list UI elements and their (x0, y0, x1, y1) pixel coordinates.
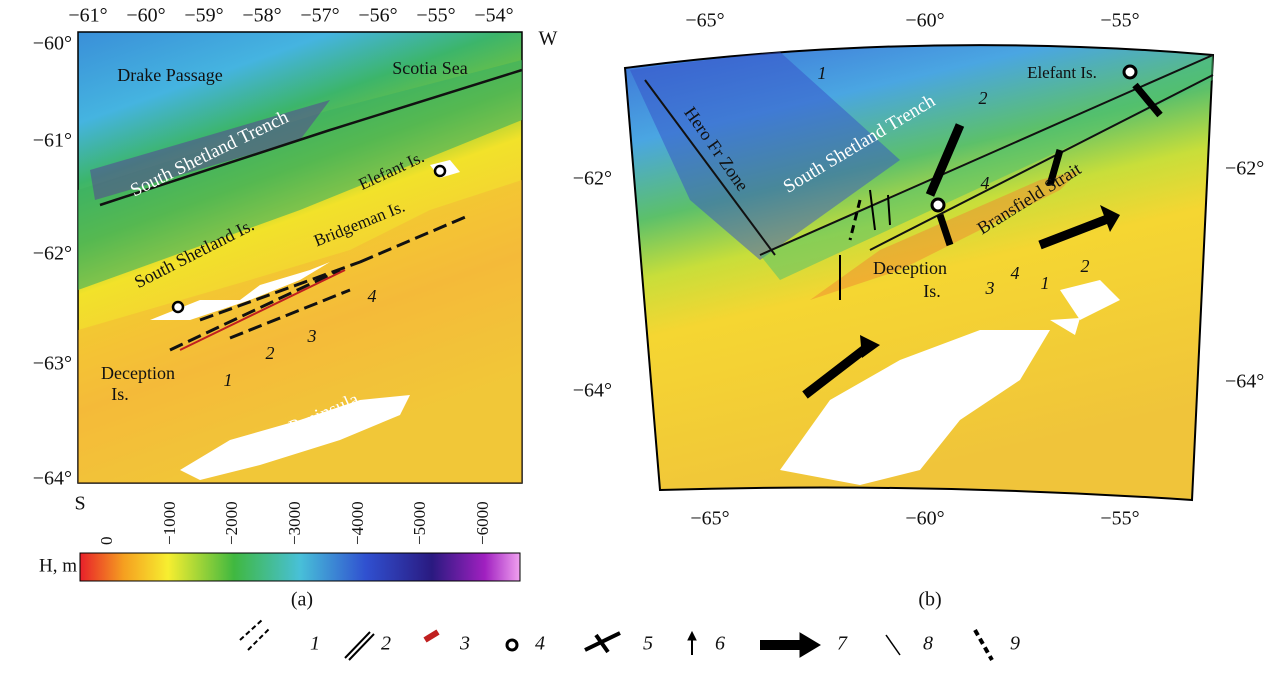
lon-label: −61° (68, 5, 107, 27)
place-label: Deception (873, 258, 947, 278)
legend-number: 1 (310, 633, 320, 655)
colorbar-tick: −4000 (348, 501, 367, 545)
legend-number: 7 (837, 633, 848, 655)
colorbar-tick: −1000 (160, 501, 179, 545)
lon-label: −54° (474, 5, 513, 27)
place-label: Drake Passage (117, 65, 222, 85)
profile-number: 3 (985, 278, 995, 298)
lon-label: −55° (416, 5, 455, 27)
lat-label: −62° (1225, 158, 1264, 180)
lon-label: −55° (1100, 508, 1139, 530)
caption: (b) (918, 589, 941, 611)
profile-number: 1 (1041, 273, 1050, 293)
profile-number: 3 (307, 326, 317, 346)
lat-label: −61° (33, 130, 72, 152)
place-label: Elefant Is. (1027, 63, 1097, 82)
profile-number: 2 (979, 88, 988, 108)
colorbar-tick: −5000 (410, 501, 429, 545)
colorbar-tick: −6000 (473, 501, 492, 545)
place-label: Is. (923, 281, 941, 301)
legend-symbols (240, 620, 992, 660)
lon-label: −59° (184, 5, 223, 27)
legend-number: 4 (535, 633, 545, 655)
figure: −61° −60° −59° −58° −57° −56° −55° −54° −60° −61°… (0, 0, 1274, 675)
lat-label: −63° (33, 353, 72, 375)
legend-number: 5 (643, 633, 653, 655)
legend-number: 8 (923, 633, 933, 655)
colorbar-tick: −3000 (285, 501, 304, 545)
lat-label: −64° (573, 380, 612, 402)
lon-label: −55° (1100, 10, 1139, 32)
lat-label: −62° (573, 168, 612, 190)
legend-number: 2 (381, 633, 391, 655)
lon-label: −57° (300, 5, 339, 27)
legend-number: 9 (1010, 633, 1020, 655)
lon-label: −65° (690, 508, 729, 530)
profile-number: 4 (1011, 263, 1020, 283)
corner-label: S (74, 493, 85, 515)
legend-number: 3 (459, 633, 470, 655)
lon-label: −60° (126, 5, 165, 27)
lon-label: −60° (905, 508, 944, 530)
place-label: Scotia Sea (392, 58, 467, 78)
lon-label: −60° (905, 10, 944, 32)
colorbar-tick: 0 (97, 537, 116, 546)
lat-label: −60° (33, 33, 72, 55)
lon-label: −58° (242, 5, 281, 27)
lon-label: −56° (358, 5, 397, 27)
lon-label: −65° (685, 10, 724, 32)
profile-number: 1 (224, 370, 233, 390)
caption: (a) (291, 589, 313, 611)
lat-label: −64° (1225, 371, 1264, 393)
colorbar (80, 553, 520, 581)
corner-label: W (539, 28, 558, 50)
profile-number: 4 (368, 286, 377, 306)
legend-number: 6 (715, 633, 725, 655)
colorbar-label: H, m (39, 555, 77, 576)
profile-number: 1 (818, 63, 827, 83)
colorbar-tick: −2000 (222, 501, 241, 545)
place-label: Is. (111, 384, 129, 404)
place-label: Deception (101, 363, 175, 383)
profile-number: 4 (981, 173, 990, 193)
profile-number: 2 (1081, 256, 1090, 276)
lat-label: −64° (33, 468, 72, 490)
lat-label: −62° (33, 243, 72, 265)
profile-number: 2 (266, 343, 275, 363)
